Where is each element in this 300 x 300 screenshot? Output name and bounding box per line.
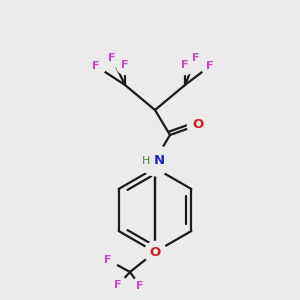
Text: F: F (104, 255, 112, 265)
Text: H: H (142, 156, 150, 166)
Text: F: F (92, 61, 100, 71)
Text: O: O (192, 118, 204, 131)
Text: F: F (136, 281, 144, 291)
Text: O: O (149, 245, 161, 259)
Text: F: F (181, 60, 189, 70)
Text: F: F (114, 280, 122, 290)
Text: F: F (121, 60, 129, 70)
Text: F: F (108, 53, 116, 63)
Text: F: F (192, 53, 200, 63)
Text: F: F (206, 61, 214, 71)
Text: N: N (153, 154, 165, 166)
